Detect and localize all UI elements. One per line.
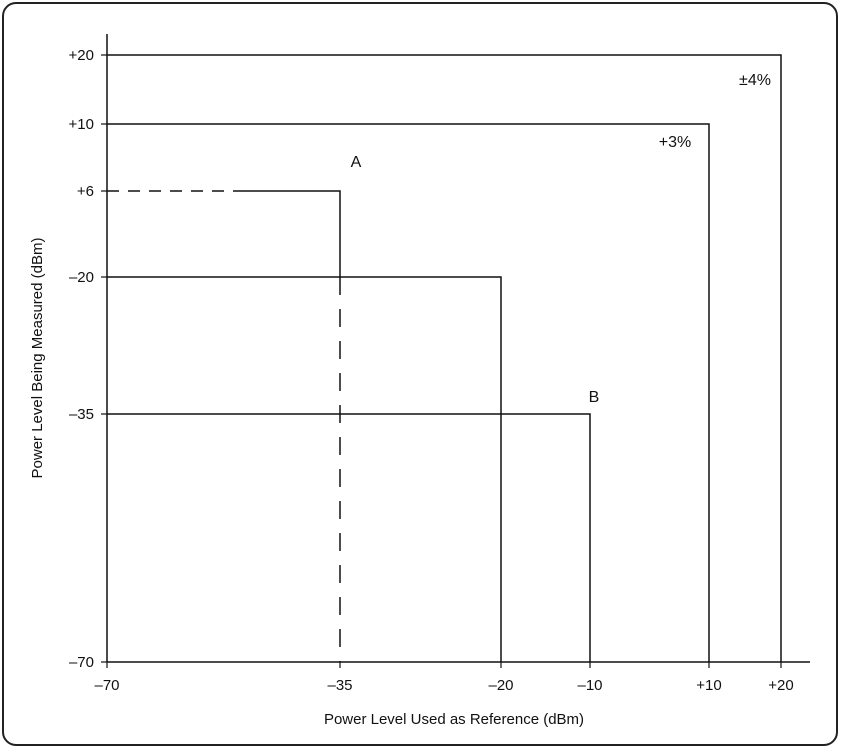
annotations-layer: ±4% +3% A B — [351, 72, 771, 406]
x-tick-label: –20 — [488, 677, 513, 694]
y-tick-label: +6 — [77, 183, 94, 200]
series-layer — [107, 54, 782, 662]
annotation-label: +3% — [659, 134, 691, 151]
x-tick-label: +10 — [696, 677, 721, 694]
y-tick-label: +20 — [69, 47, 94, 64]
y-axis-title: Power Level Being Measured (dBm) — [29, 238, 46, 479]
y-tick-label: –20 — [69, 269, 94, 286]
annotation-label: A — [351, 154, 362, 171]
series-4-solid — [237, 190, 341, 277]
annotation-label: ±4% — [739, 72, 771, 89]
y-tick-label: +10 — [69, 116, 94, 133]
series-1-line — [107, 123, 710, 662]
x-tick-label: –70 — [94, 677, 119, 694]
x-axis-title: Power Level Used as Reference (dBm) — [324, 711, 584, 728]
series-3-line — [107, 413, 591, 662]
x-tick-label: –35 — [327, 677, 352, 694]
axes — [106, 34, 810, 663]
annotation-label: B — [589, 389, 600, 406]
ticks-layer: –70 –35 –20 –10 +10 +20 +20 +10 +6 –20 –35 –70 — [69, 47, 794, 694]
series-0-line — [107, 54, 782, 662]
y-tick-label: –35 — [69, 406, 94, 423]
series-2-line — [107, 276, 502, 662]
x-tick-label: +20 — [768, 677, 793, 694]
x-tick-label: –10 — [577, 677, 602, 694]
y-tick-label: –70 — [69, 654, 94, 671]
